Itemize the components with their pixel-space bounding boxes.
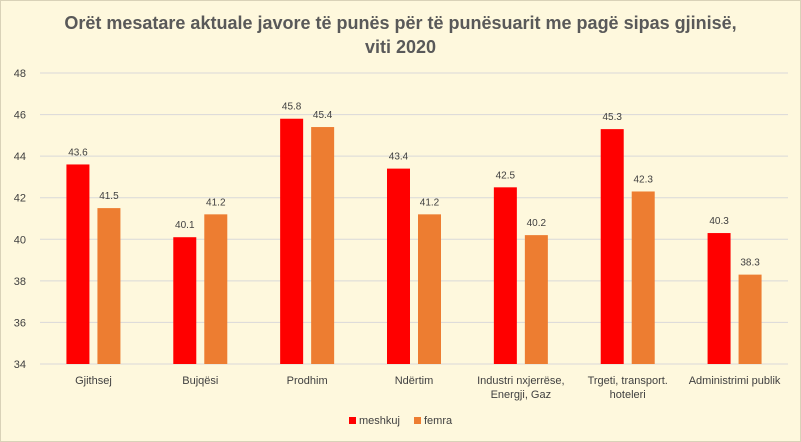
legend-label-meshkuj: meshkuj	[359, 415, 400, 427]
legend-swatch-femra	[414, 417, 421, 424]
x-tick-label: Ndërtim	[395, 375, 434, 387]
bar-meshkuj	[280, 118, 304, 364]
bar-femra	[524, 235, 548, 364]
x-tick-label: Prodhim	[287, 375, 328, 387]
y-tick-label: 46	[14, 110, 26, 122]
x-tick-label: Administrimi publik	[689, 375, 781, 387]
data-label: 41.2	[206, 197, 226, 208]
data-label: 38.3	[740, 258, 760, 269]
data-label: 43.6	[68, 147, 88, 158]
legend-swatch-meshkuj	[349, 417, 356, 424]
x-tick-label-line: Energji, Gaz	[491, 389, 552, 401]
y-tick-label: 36	[14, 317, 26, 329]
x-tick-label-line: Industri nxjerrëse,	[477, 375, 564, 387]
bar-femra	[204, 214, 228, 364]
bar-meshkuj	[173, 237, 197, 364]
data-label: 40.3	[709, 216, 729, 227]
bar-femra	[97, 208, 121, 364]
data-label: 40.1	[175, 220, 195, 231]
bar-meshkuj	[600, 129, 624, 364]
y-tick-label: 48	[14, 68, 26, 80]
bar-femra	[418, 214, 441, 364]
data-label: 43.4	[389, 152, 409, 163]
y-tick-label: 44	[14, 151, 26, 163]
x-tick-label-line: Trgeti, transport.	[588, 375, 668, 387]
x-tick-label-line: Ndërtim	[395, 375, 434, 387]
chart-title-line1: Orët mesatare aktuale javore të punës pë…	[64, 13, 737, 33]
data-label: 42.3	[633, 174, 653, 185]
x-tick-label-line: Administrimi publik	[689, 375, 781, 387]
data-label: 42.5	[496, 170, 516, 181]
bar-femra	[311, 127, 335, 365]
bar-meshkuj	[707, 233, 731, 364]
chart-title-line2: viti 2020	[364, 37, 437, 57]
x-tick-label: Gjithsej	[75, 375, 112, 387]
bar-femra	[631, 191, 655, 364]
data-label: 41.5	[99, 191, 119, 202]
x-tick-label: Trgeti, transport. hoteleri	[588, 375, 668, 401]
bar-meshkuj	[66, 164, 90, 364]
x-tick-label-line: Gjithsej	[75, 375, 112, 387]
x-tick-label: Industri nxjerrëse, Energji, Gaz	[477, 375, 564, 401]
data-label: 40.2	[527, 218, 547, 229]
legend-label-femra: femra	[424, 415, 453, 427]
data-label: 45.4	[313, 110, 333, 121]
chart-title: Orët mesatare aktuale javore të punës pë…	[1, 11, 800, 59]
x-tick-label-line: Bujqësi	[182, 375, 218, 387]
data-label: 41.2	[420, 197, 440, 208]
x-tick-label: Bujqësi	[182, 375, 218, 387]
bar-meshkuj	[493, 187, 517, 364]
y-tick-label: 40	[14, 234, 26, 246]
y-tick-label: 42	[14, 193, 26, 205]
data-label: 45.3	[602, 112, 622, 123]
y-tick-label: 34	[14, 359, 26, 371]
y-tick-label: 38	[14, 276, 26, 288]
bar-femra	[738, 274, 762, 364]
x-tick-label-line: hoteleri	[610, 389, 646, 401]
bar-meshkuj	[387, 168, 410, 364]
x-tick-label-line: Prodhim	[287, 375, 328, 387]
data-label: 45.8	[282, 102, 302, 113]
